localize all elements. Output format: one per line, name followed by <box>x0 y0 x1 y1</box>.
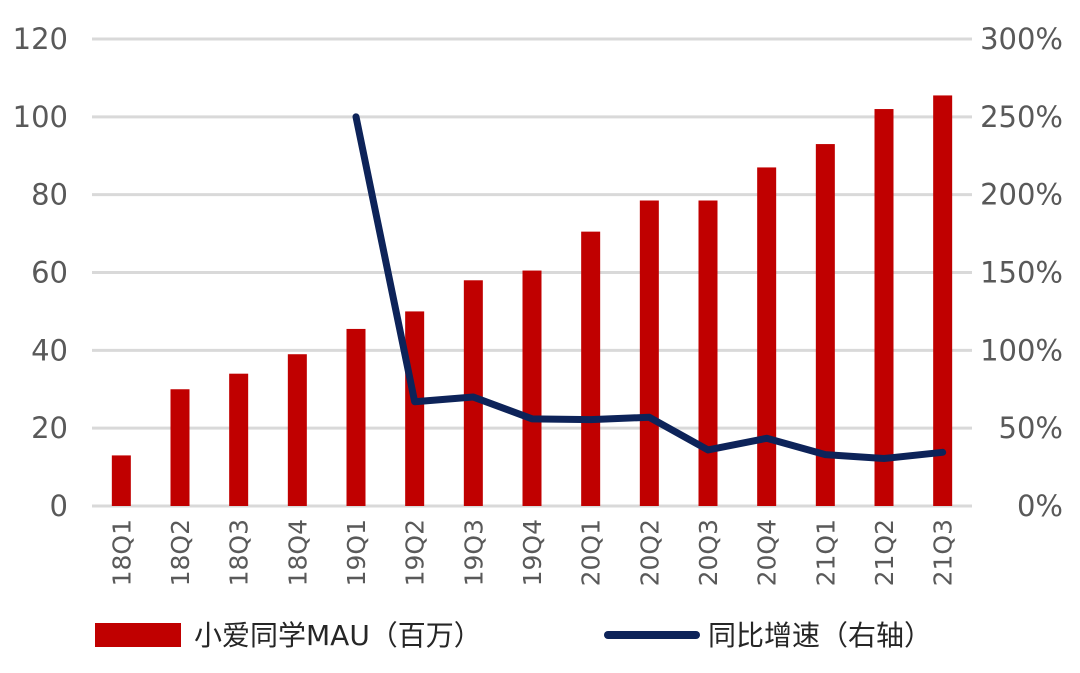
x-tick-label: 19Q4 <box>518 519 547 586</box>
x-tick-label: 20Q1 <box>577 519 606 586</box>
line-point <box>531 418 533 420</box>
right-tick-label: 250% <box>980 100 1063 134</box>
legend-line-label: 同比增速（右轴） <box>708 619 932 652</box>
left-tick-label: 80 <box>31 178 68 212</box>
right-tick-label: 150% <box>980 256 1063 290</box>
line-point <box>766 437 768 439</box>
x-tick-label: 18Q2 <box>166 519 195 586</box>
right-tick-label: 50% <box>999 411 1063 445</box>
left-tick-label: 120 <box>13 22 68 56</box>
x-tick-label: 20Q2 <box>635 519 664 586</box>
x-tick-label: 20Q3 <box>694 519 723 586</box>
bar <box>405 311 425 506</box>
left-tick-label: 0 <box>50 489 68 523</box>
x-tick-label: 19Q2 <box>401 519 430 586</box>
left-tick-label: 100 <box>13 100 68 134</box>
line-series <box>352 113 947 463</box>
bar <box>229 373 249 506</box>
bar <box>463 280 483 506</box>
line-point <box>472 396 474 398</box>
legend: 小爱同学MAU（百万） 同比增速（右轴） <box>95 619 932 652</box>
line-point <box>590 419 592 421</box>
line-point <box>648 416 650 418</box>
left-tick-label: 60 <box>31 256 68 290</box>
line-point <box>707 449 709 451</box>
bar <box>346 328 366 506</box>
x-tick-label: 19Q3 <box>459 519 488 586</box>
line-point <box>942 451 944 453</box>
line-point <box>824 454 826 456</box>
bar <box>170 389 190 506</box>
line-point <box>355 116 357 118</box>
left-tick-label: 40 <box>31 333 68 367</box>
x-axis-ticks: 18Q1 18Q2 18Q3 18Q4 19Q1 19Q2 19Q3 19Q4 20Q1 20Q2… <box>107 519 957 586</box>
x-tick-label: 21Q3 <box>929 519 958 586</box>
bar <box>287 354 307 506</box>
bar <box>581 231 601 506</box>
x-tick-label: 21Q2 <box>870 519 899 586</box>
line-point <box>414 401 416 403</box>
line-point <box>883 458 885 460</box>
right-tick-label: 0% <box>1017 489 1063 523</box>
x-tick-label: 18Q1 <box>107 519 136 586</box>
right-tick-label: 100% <box>980 333 1063 367</box>
bar <box>698 200 718 507</box>
left-axis-ticks: 0 20 40 60 80 100 120 <box>13 22 68 523</box>
left-tick-label: 20 <box>31 411 68 445</box>
bar <box>933 95 953 506</box>
right-axis-ticks: 0% 50% 100% 150% 200% 250% 300% <box>980 22 1063 523</box>
bar <box>757 167 777 507</box>
x-tick-label: 18Q3 <box>225 519 254 586</box>
x-tick-label: 20Q4 <box>753 519 782 586</box>
x-tick-label: 19Q1 <box>342 519 371 586</box>
legend-bar-swatch <box>95 623 181 647</box>
bar-series <box>111 95 953 507</box>
x-tick-label: 21Q1 <box>811 519 840 586</box>
bar <box>522 270 542 506</box>
bar <box>815 144 835 506</box>
legend-bar-label: 小爱同学MAU（百万） <box>194 619 482 652</box>
bar <box>874 109 894 507</box>
right-tick-label: 300% <box>980 22 1063 56</box>
x-tick-label: 18Q4 <box>283 519 312 586</box>
right-tick-label: 200% <box>980 178 1063 212</box>
bar <box>111 455 131 506</box>
bar <box>639 200 659 507</box>
